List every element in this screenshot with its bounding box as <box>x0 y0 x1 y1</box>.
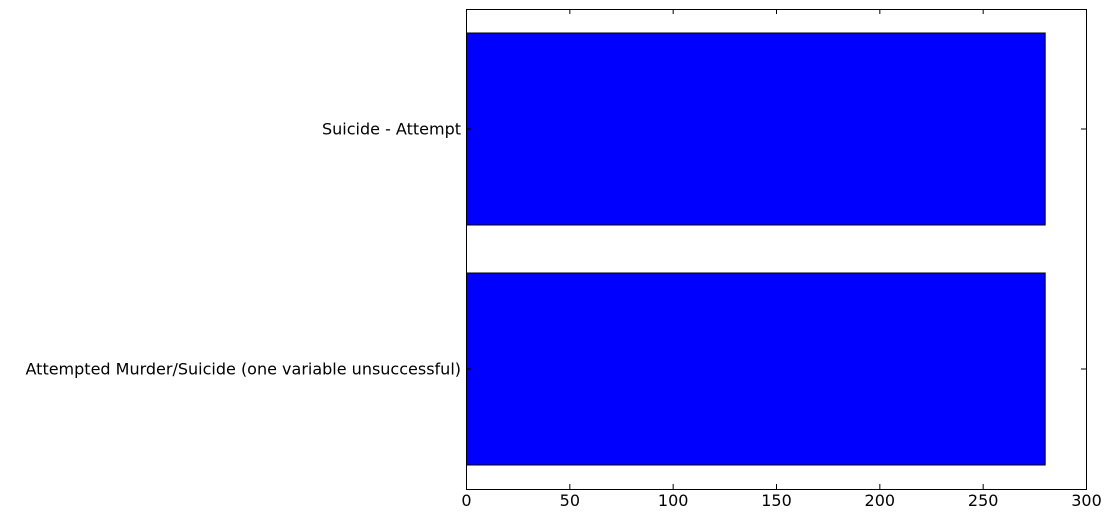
x-tick-label-6: 300 <box>1071 491 1102 510</box>
x-tick-label-4: 200 <box>865 491 896 510</box>
x-tick-label-5: 250 <box>968 491 999 510</box>
x-tick-label-2: 100 <box>658 491 689 510</box>
axes-frame <box>466 9 1087 490</box>
y-tick-label-0: Suicide - Attempt <box>322 120 461 139</box>
bars-layer <box>466 32 1046 466</box>
bar-0 <box>466 32 1046 226</box>
y-tick-label-1: Attempted Murder/Suicide (one variable u… <box>26 360 462 379</box>
labels-layer: Suicide - Attempt Attempted Murder/Suicid… <box>26 120 1102 511</box>
x-tick-label-3: 150 <box>761 491 792 510</box>
x-tick-label-0: 0 <box>461 491 471 510</box>
bar-1 <box>466 272 1046 466</box>
x-tick-label-1: 50 <box>560 491 580 510</box>
